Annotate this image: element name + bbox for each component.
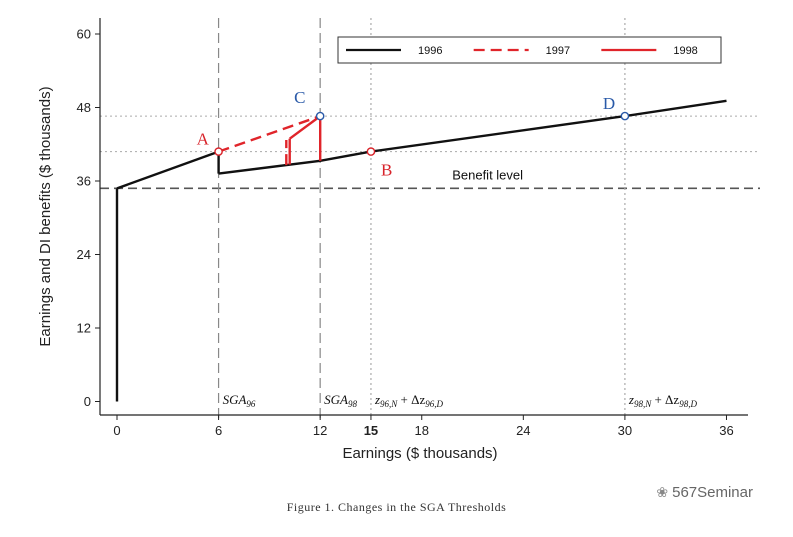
point-label-B: B xyxy=(381,161,392,180)
legend-label-1996: 1996 xyxy=(418,45,442,57)
watermark-text: 567Seminar xyxy=(672,484,753,501)
y-tick-label-24: 24 xyxy=(77,247,91,262)
benefit-level-label: Benefit level xyxy=(452,167,523,182)
x-tick-label-12: 12 xyxy=(313,423,327,438)
point-B xyxy=(366,147,376,156)
x-tick-label-18: 18 xyxy=(415,423,429,438)
point-label-D: D xyxy=(603,94,615,113)
figure-caption: Figure 1. Changes in the SGA Thresholds xyxy=(286,500,507,514)
point-label-C: C xyxy=(294,88,305,107)
x-tick-label-6: 6 xyxy=(215,423,222,438)
series-1997-segment-0 xyxy=(218,114,321,153)
vertical-ref-label-3: z98,N + Δz98,D xyxy=(628,392,698,409)
axes: 0 12 24 36 48 60 0 6 12 15 18 24 30 36 Earnings ($ tho… xyxy=(37,18,748,462)
point-D xyxy=(620,111,630,121)
x-tick-label-15: 15 xyxy=(364,423,378,438)
x-tick-label-0: 0 xyxy=(113,423,120,438)
x-tick-label-30: 30 xyxy=(618,423,632,438)
legend-box xyxy=(337,36,722,64)
x-tick-label-24: 24 xyxy=(516,423,530,438)
vertical-ref-label-1: SGA98 xyxy=(324,392,357,409)
reference-lines: Benefit level SGA96 SGA98 z96,N + Δz96,D z98… xyxy=(100,18,760,418)
point-label-A: A xyxy=(197,130,210,149)
legend-label-1998: 1998 xyxy=(673,45,697,57)
y-tick-label-36: 36 xyxy=(77,174,91,189)
y-tick-label-48: 48 xyxy=(77,100,91,115)
y-axis-title: Earnings and DI benefits ($ thousands) xyxy=(37,86,54,346)
watermark: ❀ 567Seminar xyxy=(656,484,753,501)
series-1996-segment-1 xyxy=(116,150,220,190)
y-tick-label-0: 0 xyxy=(84,394,91,409)
series-1996-segment-3 xyxy=(218,99,727,175)
legend: 1996 1997 1998 xyxy=(337,36,722,64)
x-axis-title: Earnings ($ thousands) xyxy=(342,445,497,462)
point-A xyxy=(214,147,223,156)
vertical-ref-label-0: SGA96 xyxy=(223,392,256,409)
series-1998-segment-1 xyxy=(288,115,321,140)
y-tick-label-12: 12 xyxy=(77,321,91,336)
legend-label-1997: 1997 xyxy=(546,45,570,57)
highlight-points: A B C D xyxy=(197,88,630,180)
y-tick-label-60: 60 xyxy=(77,27,91,42)
vertical-ref-label-2: z96,N + Δz96,D xyxy=(374,392,444,409)
point-C xyxy=(315,111,325,121)
x-tick-label-36: 36 xyxy=(719,423,733,438)
chat-bubble-icon: ❀ xyxy=(656,484,669,500)
